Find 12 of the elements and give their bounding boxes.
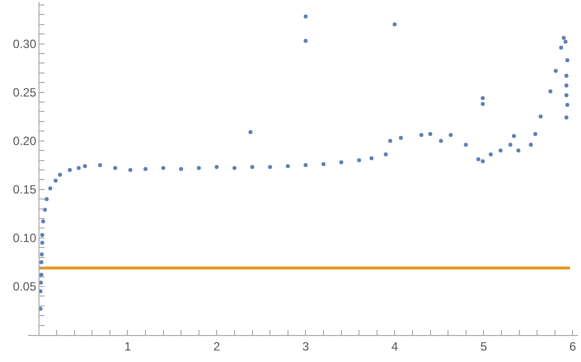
x-tick-label: 6 [569,339,576,354]
y-tick-label: 0.15 [12,182,37,197]
x-tick-label: 3 [302,339,310,354]
y-tick-label: 0.20 [12,134,37,148]
x-tick-label: 1 [124,339,132,354]
y-tick-label: 0.10 [12,231,37,246]
y-tick-label: 0.25 [12,85,37,100]
x-tick-label: 5 [480,339,488,354]
y-tick-label: 0.30 [12,36,37,51]
y-tick-label: 0.05 [12,280,37,294]
x-tick-label: 2 [213,339,220,354]
x-tick-label: 4 [391,339,398,354]
